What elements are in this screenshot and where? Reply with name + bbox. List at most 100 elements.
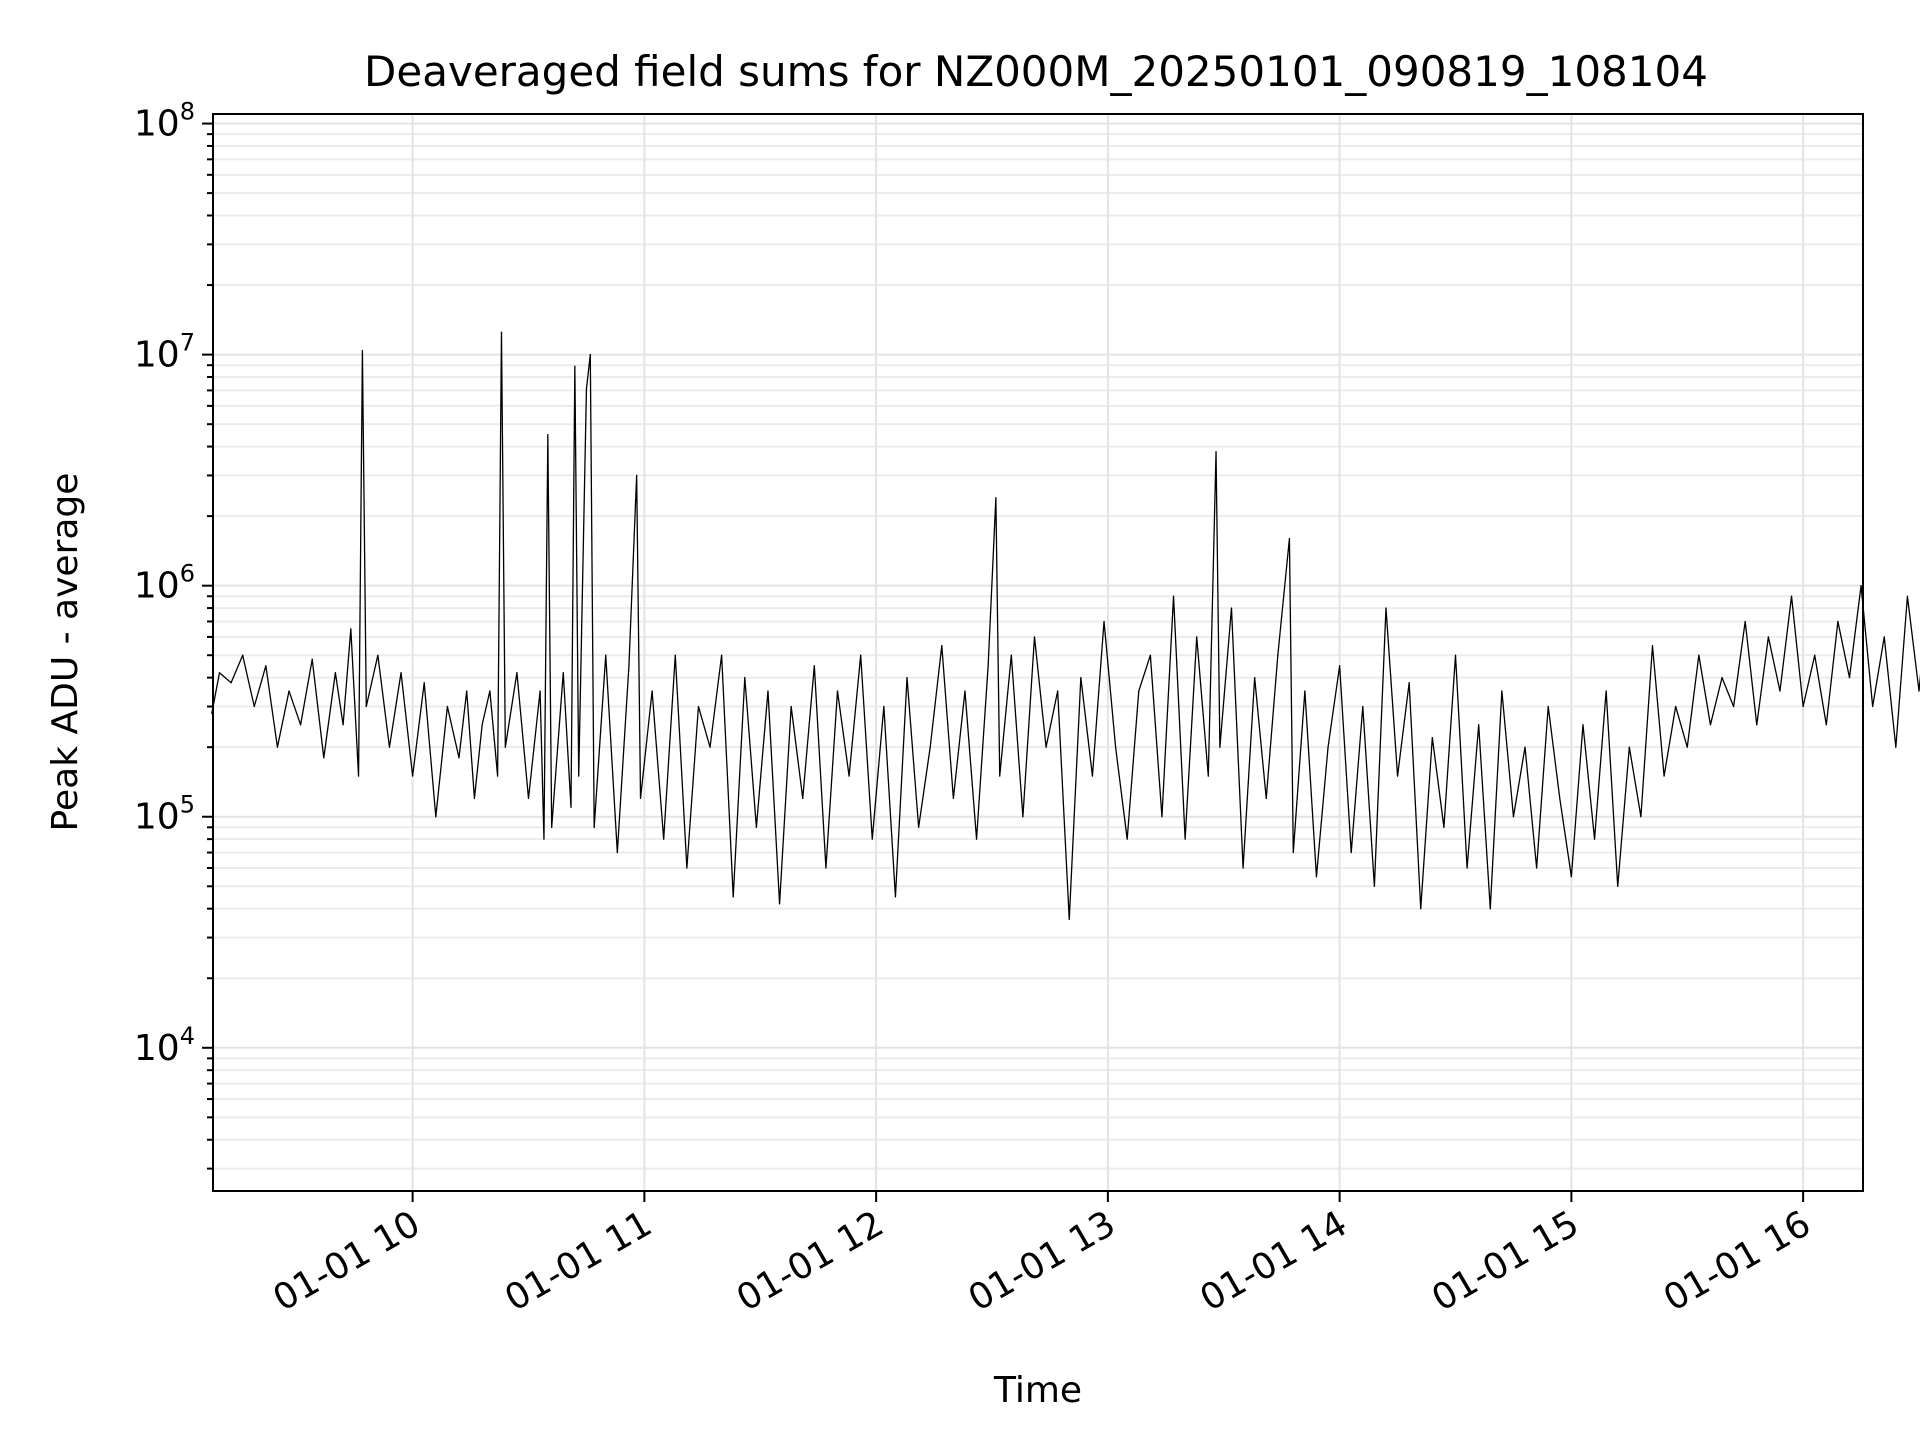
data-point: [562, 672, 564, 674]
y-axis-label: Peak ADU - average: [45, 473, 86, 832]
data-point: [686, 867, 688, 869]
data-point: [906, 677, 908, 679]
data-point: [1802, 705, 1804, 708]
data-point: [1385, 607, 1387, 609]
data-point: [466, 690, 468, 692]
data-point: [388, 746, 391, 748]
data-point: [365, 705, 367, 708]
data-point: [1219, 746, 1221, 748]
data-point: [1675, 705, 1677, 708]
data-point: [578, 775, 580, 777]
x-tick-label: 01-01 10: [266, 1203, 427, 1319]
data-point: [1396, 775, 1399, 777]
data-point: [860, 654, 862, 656]
x-axis: 01-01 10 01-01 11 01-01 12 01-01 13 01-01 14…: [266, 1191, 1818, 1320]
data-point: [1547, 705, 1549, 708]
data-point: [350, 628, 352, 630]
data-point: [1431, 737, 1433, 739]
data-point: [1733, 705, 1735, 708]
data-point: [1837, 620, 1839, 623]
data-point: [1570, 876, 1572, 878]
data-point: [790, 705, 792, 708]
data-point: [1593, 838, 1596, 840]
data-point: [323, 757, 325, 759]
data-point: [1057, 690, 1059, 692]
data-point: [1559, 797, 1561, 800]
y-tick-label: 105: [134, 791, 195, 838]
data-point: [1254, 677, 1256, 679]
data-point: [539, 690, 541, 692]
data-point: [1292, 851, 1294, 854]
data-point: [1327, 746, 1329, 748]
data-point: [288, 690, 290, 692]
data-point: [1103, 620, 1105, 623]
data-point: [1138, 690, 1140, 692]
data-point: [253, 705, 255, 708]
data-point: [412, 775, 414, 777]
data-point: [1756, 724, 1758, 726]
data-point: [1628, 746, 1630, 748]
data-point: [1362, 705, 1364, 708]
data-point: [242, 654, 244, 656]
y-tick-label: 104: [134, 1022, 195, 1069]
data-point: [435, 816, 437, 818]
data-point: [446, 705, 448, 708]
data-point: [1339, 665, 1341, 667]
data-point: [1779, 690, 1781, 692]
data-point: [1512, 816, 1515, 818]
data-point: [1686, 746, 1688, 748]
data-point: [265, 665, 267, 667]
data-point: [547, 434, 549, 436]
data-point: [574, 365, 576, 367]
data-point: [836, 690, 839, 692]
data-point: [1126, 838, 1128, 840]
data-point: [999, 775, 1001, 777]
chart-title: Deaveraged field sums for NZ000M_2025010…: [364, 47, 1708, 96]
data-point: [651, 690, 653, 692]
data-point: [1790, 595, 1793, 597]
data-point: [709, 746, 711, 748]
data-point: [1242, 867, 1244, 869]
data-point: [1721, 677, 1723, 679]
data-point: [361, 350, 364, 352]
data-point: [778, 903, 781, 905]
data-point: [1350, 851, 1352, 854]
data-point: [230, 682, 232, 684]
data-point: [894, 896, 897, 898]
data-point: [423, 682, 425, 684]
x-tick-label: 01-01 11: [498, 1203, 659, 1319]
data-point: [1080, 677, 1082, 679]
data-point: [543, 838, 545, 840]
data-point: [1466, 867, 1468, 869]
data-point: [1184, 838, 1186, 840]
data-point: [400, 672, 402, 674]
data-point: [1230, 607, 1233, 609]
data-point: [1478, 724, 1480, 726]
data-point: [995, 497, 997, 499]
data-point: [342, 724, 344, 726]
data-point: [589, 354, 591, 356]
y-tick-label: 108: [134, 98, 195, 145]
data-point: [1848, 677, 1851, 679]
data-point: [636, 474, 638, 477]
data-point: [1196, 636, 1198, 638]
data-point: [802, 797, 804, 800]
data-point: [1420, 908, 1422, 910]
data-point: [1265, 797, 1267, 800]
data-point: [697, 705, 700, 708]
data-point: [1663, 775, 1665, 777]
data-point: [1443, 826, 1445, 828]
x-tick-label: 01-01 12: [730, 1203, 891, 1319]
grid: [213, 114, 1863, 1191]
data-point: [458, 757, 460, 759]
data-point: [605, 654, 607, 656]
data-point: [377, 654, 379, 656]
data-point: [755, 826, 757, 828]
y-tick-label: 107: [134, 329, 195, 376]
data-point: [1860, 585, 1862, 587]
data-point: [639, 797, 642, 800]
data-point: [527, 797, 530, 800]
data-point: [593, 826, 595, 828]
data-point: [1872, 705, 1874, 708]
data-point: [334, 672, 336, 674]
